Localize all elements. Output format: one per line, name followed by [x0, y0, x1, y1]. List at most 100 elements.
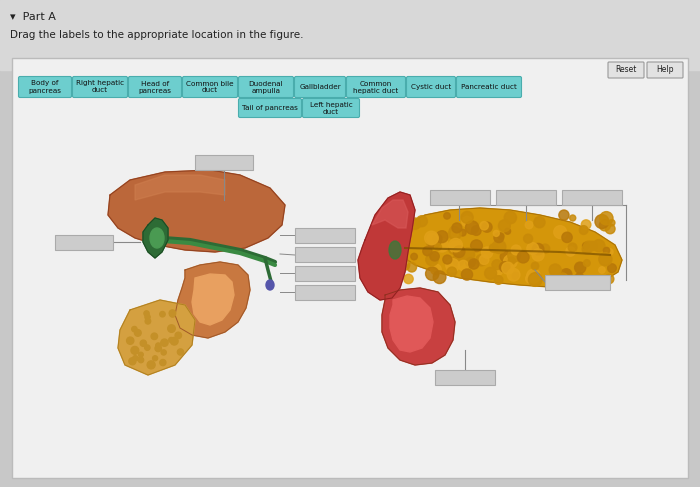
- Circle shape: [448, 243, 460, 254]
- Text: Gallbladder: Gallbladder: [299, 84, 341, 90]
- Circle shape: [433, 234, 442, 244]
- Circle shape: [498, 233, 504, 239]
- Circle shape: [404, 274, 413, 283]
- Circle shape: [127, 337, 134, 344]
- Circle shape: [532, 244, 544, 255]
- Circle shape: [575, 262, 586, 273]
- Circle shape: [470, 225, 477, 231]
- FancyBboxPatch shape: [239, 98, 302, 117]
- Bar: [295, 228, 355, 243]
- FancyBboxPatch shape: [183, 76, 237, 97]
- Circle shape: [562, 232, 572, 243]
- Circle shape: [598, 253, 612, 266]
- FancyBboxPatch shape: [73, 76, 127, 97]
- FancyBboxPatch shape: [346, 76, 405, 97]
- Circle shape: [145, 315, 150, 319]
- Bar: [496, 190, 556, 205]
- Bar: [195, 155, 253, 170]
- Text: Left hepatic
duct: Left hepatic duct: [309, 101, 352, 114]
- Circle shape: [430, 252, 440, 261]
- FancyBboxPatch shape: [239, 76, 293, 97]
- Circle shape: [155, 343, 161, 348]
- Circle shape: [584, 241, 594, 251]
- Circle shape: [480, 255, 489, 264]
- Circle shape: [452, 230, 458, 237]
- Circle shape: [169, 310, 176, 317]
- Circle shape: [145, 345, 150, 350]
- Circle shape: [587, 241, 597, 251]
- Text: Help: Help: [657, 65, 673, 75]
- Circle shape: [559, 210, 569, 220]
- FancyBboxPatch shape: [302, 98, 360, 117]
- Text: Common bile
duct: Common bile duct: [186, 80, 234, 94]
- Circle shape: [494, 233, 503, 243]
- Circle shape: [466, 258, 475, 267]
- Bar: [295, 285, 355, 300]
- Text: Common
hepatic duct: Common hepatic duct: [354, 80, 398, 94]
- Circle shape: [593, 240, 605, 252]
- Circle shape: [134, 330, 141, 336]
- Text: Tail of pancreas: Tail of pancreas: [242, 105, 298, 111]
- Circle shape: [416, 216, 428, 227]
- Circle shape: [482, 222, 492, 232]
- Circle shape: [504, 211, 517, 224]
- Circle shape: [134, 356, 139, 360]
- Circle shape: [131, 346, 139, 354]
- Circle shape: [608, 220, 615, 226]
- Circle shape: [480, 222, 489, 230]
- Circle shape: [583, 260, 590, 266]
- Circle shape: [575, 262, 584, 271]
- Circle shape: [494, 230, 499, 236]
- Circle shape: [581, 220, 591, 229]
- Polygon shape: [390, 208, 622, 287]
- Circle shape: [461, 248, 475, 262]
- Circle shape: [411, 253, 417, 260]
- Circle shape: [572, 274, 585, 288]
- Circle shape: [407, 262, 416, 272]
- Circle shape: [426, 267, 439, 281]
- Circle shape: [161, 350, 167, 355]
- Circle shape: [453, 246, 465, 258]
- Circle shape: [512, 272, 519, 280]
- Circle shape: [461, 269, 472, 280]
- Circle shape: [564, 269, 570, 276]
- Circle shape: [534, 217, 545, 228]
- Bar: [295, 266, 355, 281]
- Circle shape: [425, 231, 438, 245]
- Circle shape: [517, 251, 529, 263]
- Circle shape: [580, 225, 588, 234]
- Circle shape: [598, 267, 605, 273]
- Circle shape: [151, 333, 158, 339]
- Circle shape: [175, 332, 181, 338]
- Circle shape: [153, 356, 158, 361]
- Circle shape: [472, 226, 481, 235]
- FancyBboxPatch shape: [456, 76, 522, 97]
- Circle shape: [169, 337, 174, 342]
- Polygon shape: [372, 200, 408, 228]
- Circle shape: [398, 259, 409, 270]
- Polygon shape: [118, 300, 195, 375]
- Circle shape: [426, 238, 436, 247]
- Polygon shape: [192, 274, 234, 325]
- Text: Pancreatic duct: Pancreatic duct: [461, 84, 517, 90]
- Circle shape: [568, 243, 577, 252]
- Circle shape: [452, 223, 462, 233]
- Circle shape: [160, 359, 166, 366]
- Circle shape: [508, 268, 520, 281]
- Circle shape: [498, 220, 510, 232]
- Circle shape: [160, 312, 165, 317]
- Ellipse shape: [150, 228, 164, 248]
- FancyBboxPatch shape: [647, 62, 683, 78]
- Circle shape: [147, 361, 155, 369]
- Circle shape: [503, 255, 517, 268]
- Circle shape: [449, 239, 463, 252]
- Circle shape: [582, 244, 592, 254]
- Circle shape: [527, 243, 538, 254]
- Circle shape: [443, 255, 452, 264]
- Circle shape: [605, 274, 614, 284]
- Circle shape: [500, 251, 512, 262]
- Circle shape: [446, 259, 459, 272]
- Circle shape: [526, 274, 534, 283]
- Bar: [545, 275, 610, 290]
- Polygon shape: [382, 288, 455, 365]
